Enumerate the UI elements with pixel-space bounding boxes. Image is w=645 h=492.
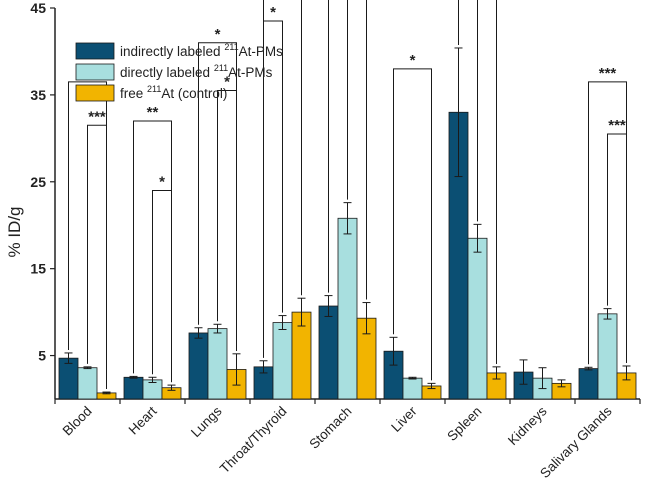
significance-bracket xyxy=(263,20,283,358)
legend-swatch xyxy=(75,84,115,102)
bar xyxy=(123,376,144,400)
legend-swatch xyxy=(75,42,115,60)
significance-label: * xyxy=(410,52,416,69)
bar xyxy=(467,237,488,400)
bar xyxy=(318,305,339,400)
x-tick-label: Lungs xyxy=(188,403,225,440)
x-tick-label: Throat/Thyroid xyxy=(217,404,290,477)
bar xyxy=(77,367,98,400)
significance-bracket xyxy=(217,90,237,351)
y-axis-title-group: % ID/g xyxy=(5,206,24,257)
significance-bracket xyxy=(152,189,172,383)
significance-bracket xyxy=(347,0,367,300)
legend-label: directly labeled 211At-PMs xyxy=(120,63,273,80)
significance-bracket xyxy=(87,124,107,390)
significance-label: * xyxy=(159,173,165,190)
legend-swatch xyxy=(75,63,115,81)
bar xyxy=(337,217,358,400)
y-tick-label: 45 xyxy=(30,0,46,16)
bar xyxy=(188,332,209,400)
significance-label: *** xyxy=(608,117,626,134)
significance-bracket xyxy=(607,133,627,363)
x-tick-label: Heart xyxy=(126,403,160,437)
bar xyxy=(402,377,423,400)
legend-label: indirectly labeled 211At-PMs xyxy=(120,42,283,59)
x-tick-label: Kidneys xyxy=(505,403,550,448)
x-tick-label: Liver xyxy=(388,403,420,435)
significance-label: *** xyxy=(599,65,617,82)
bar xyxy=(272,322,293,400)
error-bars xyxy=(64,47,631,395)
bar xyxy=(578,368,599,400)
y-tick-label: 5 xyxy=(38,348,46,364)
x-tick-label: Stomach xyxy=(306,404,354,452)
x-tick-label: Salivary Glands xyxy=(537,403,615,481)
bar xyxy=(207,328,228,400)
significance-brackets: ****************************** xyxy=(68,0,627,390)
significance-label: *** xyxy=(88,108,106,125)
bar xyxy=(597,313,618,400)
x-tick-label: Spleen xyxy=(444,404,484,444)
significance-bracket xyxy=(477,0,497,364)
significance-label: * xyxy=(224,74,230,91)
y-tick-label: 25 xyxy=(30,174,46,190)
legend: indirectly labeled 211At-PMs directly lab… xyxy=(75,42,283,102)
y-tick-label: 35 xyxy=(30,87,46,103)
significance-label: ** xyxy=(147,104,159,121)
significance-bracket xyxy=(393,68,432,381)
significance-label: * xyxy=(215,26,221,43)
bar-marks xyxy=(58,111,637,400)
bar xyxy=(58,357,79,400)
legend-label: free 211At (control) xyxy=(120,84,227,101)
significance-label: * xyxy=(270,4,276,21)
y-tick-label: 15 xyxy=(30,261,46,277)
x-tick-label: Blood xyxy=(60,404,95,439)
y-axis-title: % ID/g xyxy=(5,206,24,257)
